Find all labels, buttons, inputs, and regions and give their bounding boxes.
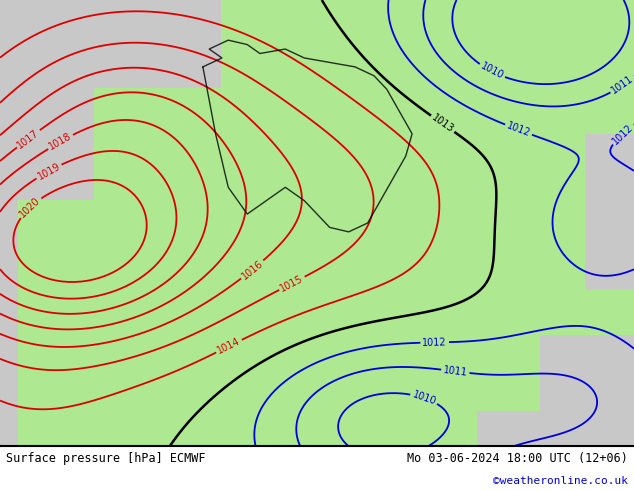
Text: 1011: 1011 [610,74,634,96]
Text: 1016: 1016 [240,258,265,281]
Text: 1015: 1015 [279,273,305,294]
Text: 1017: 1017 [15,127,41,150]
Text: 1020: 1020 [18,195,42,220]
Text: Mo 03-06-2024 18:00 UTC (12+06): Mo 03-06-2024 18:00 UTC (12+06) [407,452,628,465]
Text: 1012: 1012 [611,122,634,147]
Text: 1012: 1012 [505,121,532,139]
Text: ©weatheronline.co.uk: ©weatheronline.co.uk [493,476,628,486]
Text: 1018: 1018 [48,131,74,152]
Text: 1019: 1019 [36,161,62,181]
Text: Surface pressure [hPa] ECMWF: Surface pressure [hPa] ECMWF [6,452,206,465]
Text: 1010: 1010 [411,390,437,407]
Text: 1012: 1012 [422,337,447,348]
Text: 1011: 1011 [443,365,468,378]
Text: 1013: 1013 [430,113,456,135]
Text: 1010: 1010 [479,61,505,81]
Text: 1014: 1014 [216,336,242,356]
